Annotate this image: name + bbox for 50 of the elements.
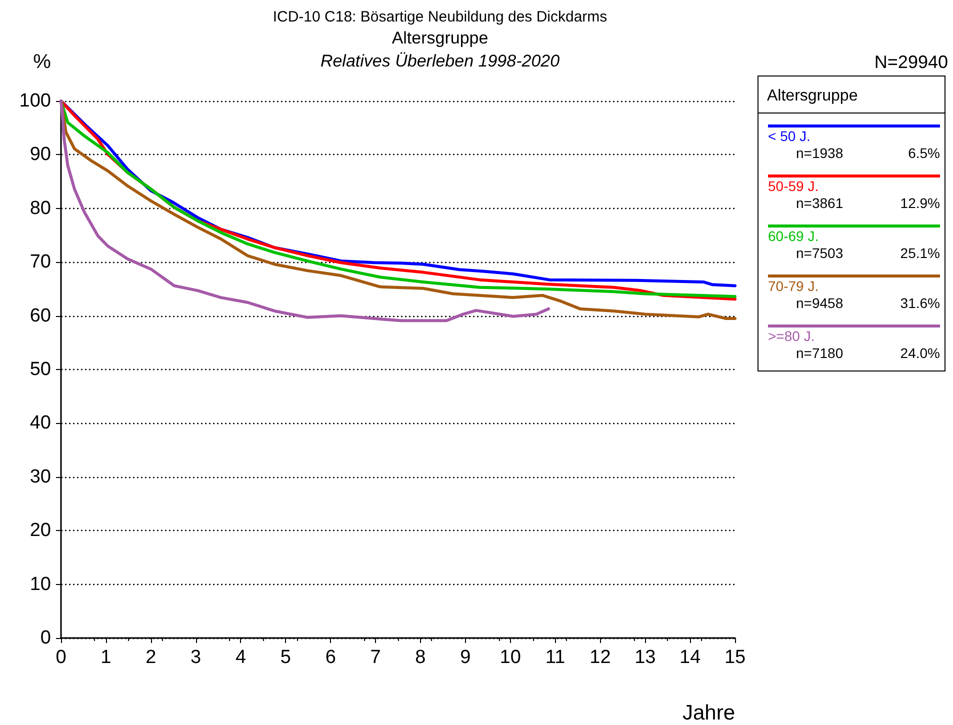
y-tick-label: 60: [30, 305, 51, 326]
x-tick-label: 15: [724, 647, 746, 668]
y-tick-label: 70: [30, 252, 51, 273]
x-axis-title: Jahre: [682, 702, 735, 724]
legend-title: Altersgruppe: [767, 88, 858, 104]
x-tick-label: 11: [545, 647, 566, 668]
text: < 50 J.: [768, 128, 810, 144]
text: 70-79 J.: [768, 278, 819, 294]
text: 25.1%: [900, 245, 940, 261]
text: n=3861: [796, 195, 844, 211]
y-tick-label: 10: [30, 574, 51, 595]
x-tick-label: 14: [679, 647, 702, 668]
y-tick-label: 80: [30, 198, 51, 219]
y-tick-label: 50: [30, 359, 51, 380]
chart-title: ICD-10 C18: Bösartige Neubildung des Dickdarms: [272, 8, 608, 26]
text: N=29940: [874, 52, 948, 72]
x-tick-label: 12: [590, 647, 611, 668]
x-tick-label: 1: [100, 647, 112, 668]
text: n=9458: [796, 295, 844, 311]
x-tick-label: 13: [634, 647, 656, 668]
y-tick-label: 100: [19, 90, 51, 112]
x-tick-label: 8: [415, 647, 426, 668]
text: n=7503: [796, 245, 844, 261]
text: 24.0%: [900, 345, 940, 361]
text: 31.6%: [900, 295, 940, 311]
y-tick-label: 40: [30, 412, 51, 434]
text: n=7180: [796, 345, 844, 361]
text: >=80 J.: [768, 328, 815, 344]
x-tick-label: 5: [280, 647, 291, 668]
x-tick-label: 0: [56, 647, 66, 668]
text: 12.9%: [900, 195, 940, 211]
y-tick-label: 30: [30, 466, 51, 488]
text: 50-59 J.: [768, 178, 819, 194]
y-tick-label: 0: [40, 628, 51, 648]
text: 6.5%: [908, 145, 940, 161]
x-tick-label: 10: [500, 647, 521, 668]
y-tick-label: 90: [30, 144, 51, 166]
text: Relatives Überleben 1998-2020: [320, 52, 560, 70]
y-tick-label: 20: [30, 520, 51, 542]
x-tick-label: 7: [370, 647, 381, 668]
x-tick-label: 9: [460, 647, 471, 668]
line-series: [60, 100, 550, 322]
chart-subtitle: Altersgruppe: [392, 28, 488, 48]
x-tick-label: 2: [146, 647, 156, 668]
x-tick-label: 4: [235, 647, 246, 668]
y-axis-title: %: [33, 51, 52, 73]
text: 60-69 J.: [768, 228, 819, 244]
x-tick-label: 3: [190, 647, 202, 668]
x-tick-label: 6: [325, 647, 336, 668]
text: n=1938: [796, 145, 844, 161]
